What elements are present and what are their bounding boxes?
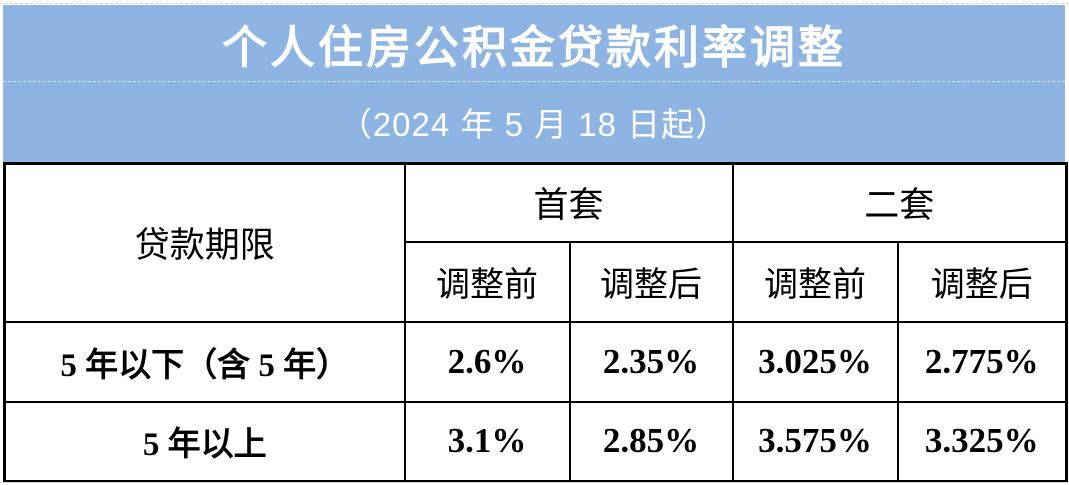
sub-header-first-home-before: 调整前 xyxy=(403,240,571,323)
loan-rates-table: 贷款期限 首套 二套 调整前 调整后 调整前 调整后 5 年以下（含 5 年） … xyxy=(3,162,1069,483)
table-header-row-subcolumns: 调整前 调整后 调整前 调整后 xyxy=(5,240,1068,323)
effective-date-subtitle: （2024 年 5 月 18 日起） xyxy=(338,106,730,143)
sub-header-first-home-after: 调整后 xyxy=(568,240,734,323)
cell-under5-first-before: 2.6% xyxy=(403,320,571,403)
bottom-page-edge-line xyxy=(0,482,1069,483)
cell-over5-second-after: 3.325% xyxy=(896,400,1068,483)
banner: 个人住房公积金贷款利率调整 （2024 年 5 月 18 日起） xyxy=(3,5,1065,162)
cell-over5-second-before: 3.575% xyxy=(731,400,899,483)
row-label-over-5-years: 5 年以上 xyxy=(3,400,406,483)
table-row-over-5-years: 5 年以上 3.1% 2.85% 3.575% 3.325% xyxy=(3,400,1068,483)
cell-under5-first-after: 2.35% xyxy=(568,320,734,403)
row-label-under-5-years: 5 年以下（含 5 年） xyxy=(3,320,406,403)
group-header-second-home: 二套 xyxy=(731,162,1068,243)
group-header-first-home: 首套 xyxy=(403,162,734,243)
cell-over5-first-after: 2.85% xyxy=(568,400,734,483)
cell-over5-first-before: 3.1% xyxy=(403,400,571,483)
cell-under5-second-before: 3.025% xyxy=(731,320,899,403)
cell-under5-second-after: 2.775% xyxy=(896,320,1068,403)
top-gridline-artifact xyxy=(0,3,1069,4)
sub-header-second-home-before: 调整前 xyxy=(731,240,899,323)
table-header-row-groups: 贷款期限 首套 二套 xyxy=(3,162,1068,323)
page-title: 个人住房公积金贷款利率调整 xyxy=(3,5,1065,82)
table-row-under-5-years: 5 年以下（含 5 年） 2.6% 2.35% 3.025% 2.775% xyxy=(3,320,1068,403)
col-header-loan-term: 贷款期限 xyxy=(3,162,406,323)
sub-header-second-home-after: 调整后 xyxy=(896,240,1068,323)
